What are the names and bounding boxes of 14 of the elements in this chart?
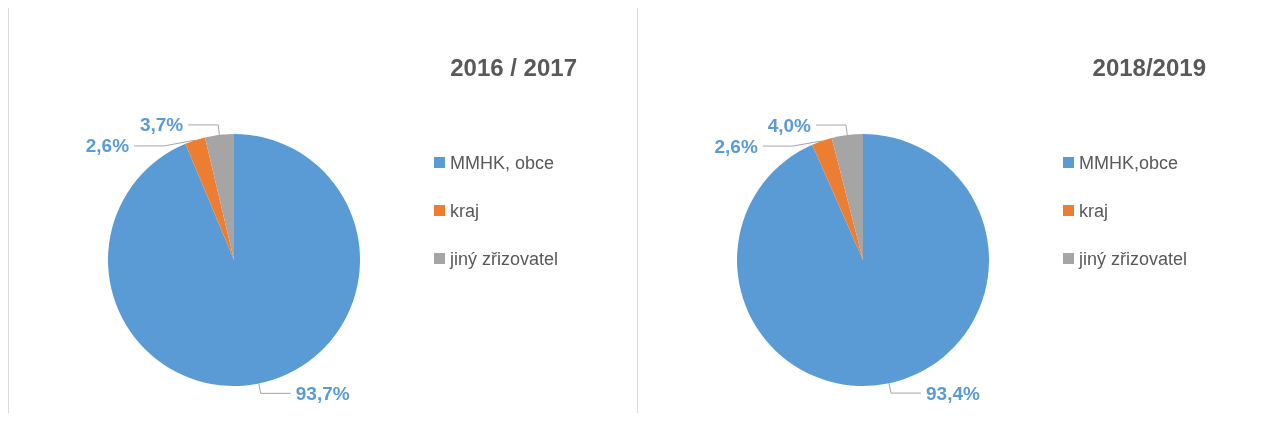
legend-label: kraj	[450, 200, 480, 221]
data-label: 93,7%	[295, 382, 350, 404]
legend-label: kraj	[1079, 200, 1109, 221]
data-label: 93,4%	[926, 382, 980, 404]
chart-title: 2016 / 2017	[450, 53, 578, 81]
chart-title: 2018/2019	[1092, 53, 1206, 81]
legend-label: MMHK,obce	[1079, 152, 1179, 173]
legend-label: jiný zřizovatel	[1078, 248, 1188, 269]
legend-label: jiný zřizovatel	[449, 248, 559, 269]
data-label: 3,7%	[139, 114, 184, 136]
data-label: 2,6%	[85, 135, 130, 157]
data-label: 2,6%	[714, 135, 758, 157]
legend-label: MMHK, obce	[450, 152, 555, 173]
data-label: 4,0%	[767, 114, 812, 136]
